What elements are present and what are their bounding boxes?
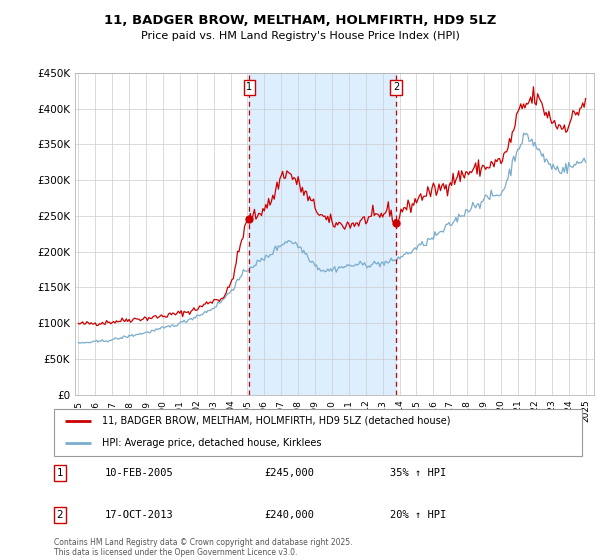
Text: £245,000: £245,000	[264, 468, 314, 478]
Text: Price paid vs. HM Land Registry's House Price Index (HPI): Price paid vs. HM Land Registry's House …	[140, 31, 460, 41]
Text: 1: 1	[246, 82, 252, 92]
Text: 2: 2	[393, 82, 399, 92]
Text: Contains HM Land Registry data © Crown copyright and database right 2025.
This d: Contains HM Land Registry data © Crown c…	[54, 538, 353, 557]
Text: £240,000: £240,000	[264, 510, 314, 520]
Text: 35% ↑ HPI: 35% ↑ HPI	[390, 468, 446, 478]
Bar	[249, 73, 396, 395]
Text: 1: 1	[56, 468, 64, 478]
Text: 11, BADGER BROW, MELTHAM, HOLMFIRTH, HD9 5LZ: 11, BADGER BROW, MELTHAM, HOLMFIRTH, HD9…	[104, 14, 496, 27]
Text: HPI: Average price, detached house, Kirklees: HPI: Average price, detached house, Kirk…	[101, 438, 321, 448]
FancyBboxPatch shape	[54, 409, 582, 456]
Text: 20% ↑ HPI: 20% ↑ HPI	[390, 510, 446, 520]
Text: 11, BADGER BROW, MELTHAM, HOLMFIRTH, HD9 5LZ (detached house): 11, BADGER BROW, MELTHAM, HOLMFIRTH, HD9…	[101, 416, 450, 426]
Text: 17-OCT-2013: 17-OCT-2013	[105, 510, 174, 520]
Text: 10-FEB-2005: 10-FEB-2005	[105, 468, 174, 478]
Text: 2: 2	[56, 510, 64, 520]
